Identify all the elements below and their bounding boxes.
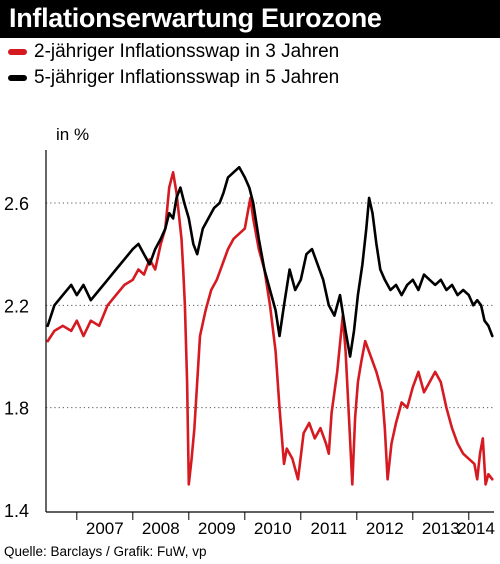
title-bar: Inflationserwartung Eurozone <box>0 0 500 38</box>
x-tick-label: 2007 <box>86 519 124 538</box>
x-tick-label: 2013 <box>422 519 460 538</box>
legend-entry-black: 5-jähriger Inflationsswap in 5 Jahren <box>8 66 488 90</box>
legend-swatch-red <box>8 49 27 55</box>
x-tick-label: 2014 <box>457 519 495 538</box>
legend-label-black: 5-jähriger Inflationsswap in 5 Jahren <box>34 67 340 88</box>
x-tick-label: 2012 <box>366 519 404 538</box>
source-note: Quelle: Barclays / Grafik: FuW, vp <box>4 544 207 559</box>
y-tick-label: 1.8 <box>4 399 29 419</box>
legend-entry-red: 2-jähriger Inflationsswap in 3 Jahren <box>8 40 488 64</box>
y-tick-label: 2.2 <box>4 296 29 316</box>
x-tick-label: 2008 <box>142 519 180 538</box>
y-axis-label: in % <box>56 125 89 144</box>
x-tick-label: 2011 <box>311 519 348 538</box>
legend-label-red: 2-jähriger Inflationsswap in 3 Jahren <box>34 41 340 62</box>
series-line-5y-swap <box>46 165 494 358</box>
y-tick-label: 2.6 <box>4 194 29 214</box>
legend-swatch-black <box>8 75 27 81</box>
y-tick-label: 1.4 <box>4 501 29 521</box>
chart-title: Inflationserwartung Eurozone <box>9 3 382 33</box>
series-line-2y-swap <box>46 171 494 486</box>
x-tick-label: 2010 <box>254 519 292 538</box>
x-tick-label: 2009 <box>198 519 236 538</box>
